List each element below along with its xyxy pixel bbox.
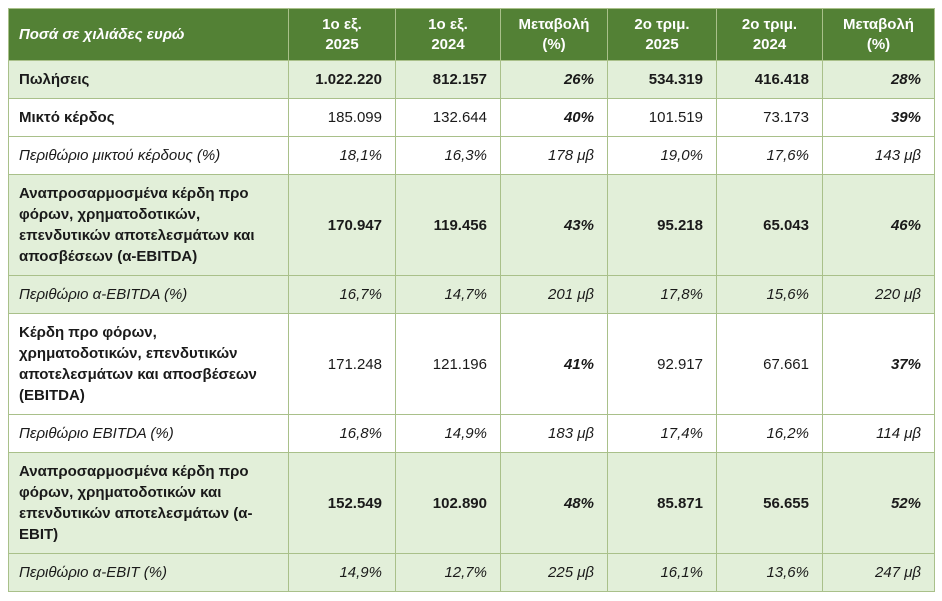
table-row: Περιθώριο EBITDA (%) 16,8% 14,9% 183 μβ 17,4…: [8, 414, 935, 453]
value-cell: 102.890: [395, 452, 501, 554]
value-cell: 92.917: [607, 313, 717, 415]
change-cell: 201 μβ: [500, 275, 608, 314]
header-cell-q2-2025: 2ο τριμ. 2025: [607, 8, 717, 61]
value-cell: 16,2%: [716, 414, 823, 453]
change-cell: 37%: [822, 313, 935, 415]
value-cell: 15,6%: [716, 275, 823, 314]
row-label: Πωλήσεις: [8, 60, 289, 99]
table-row: Μικτό κέρδος 185.099 132.644 40% 101.519 73.1…: [8, 98, 935, 137]
row-label: Κέρδη προ φόρων, χρηματοδοτικών, επενδυτ…: [8, 313, 289, 415]
change-cell: 183 μβ: [500, 414, 608, 453]
value-cell: 1.022.220: [288, 60, 396, 99]
value-cell: 85.871: [607, 452, 717, 554]
value-cell: 534.319: [607, 60, 717, 99]
table-row: Αναπροσαρμοσμένα κέρδη προ φόρων, χρηματ…: [8, 174, 935, 276]
header-row: Ποσά σε χιλιάδες ευρώ 1ο εξ. 2025 1ο εξ.…: [8, 8, 935, 61]
change-cell: 26%: [500, 60, 608, 99]
value-cell: 416.418: [716, 60, 823, 99]
change-cell: 41%: [500, 313, 608, 415]
value-cell: 119.456: [395, 174, 501, 276]
header-cell-change-q2: Μεταβολή (%): [822, 8, 935, 61]
value-cell: 73.173: [716, 98, 823, 137]
value-cell: 14,7%: [395, 275, 501, 314]
header-cell-amounts-label: Ποσά σε χιλιάδες ευρώ: [8, 8, 289, 61]
financial-results-table: Ποσά σε χιλιάδες ευρώ 1ο εξ. 2025 1ο εξ.…: [8, 8, 935, 592]
change-cell: 114 μβ: [822, 414, 935, 453]
header-cell-h1-2025: 1ο εξ. 2025: [288, 8, 396, 61]
value-cell: 17,6%: [716, 136, 823, 175]
change-cell: 143 μβ: [822, 136, 935, 175]
change-cell: 178 μβ: [500, 136, 608, 175]
change-cell: 225 μβ: [500, 553, 608, 592]
change-cell: 46%: [822, 174, 935, 276]
value-cell: 17,4%: [607, 414, 717, 453]
row-label: Αναπροσαρμοσμένα κέρδη προ φόρων, χρηματ…: [8, 174, 289, 276]
header-cell-q2-2024: 2ο τριμ. 2024: [716, 8, 823, 61]
row-label: Περιθώριο EBITDA (%): [8, 414, 289, 453]
value-cell: 67.661: [716, 313, 823, 415]
row-label: Περιθώριο α-EBITDA (%): [8, 275, 289, 314]
value-cell: 95.218: [607, 174, 717, 276]
value-cell: 185.099: [288, 98, 396, 137]
value-cell: 12,7%: [395, 553, 501, 592]
value-cell: 17,8%: [607, 275, 717, 314]
value-cell: 65.043: [716, 174, 823, 276]
table-row: Περιθώριο α-EBITDA (%) 16,7% 14,7% 201 μβ 17…: [8, 275, 935, 314]
row-label: Αναπροσαρμοσμένα κέρδη προ φόρων, χρηματ…: [8, 452, 289, 554]
table-header: Ποσά σε χιλιάδες ευρώ 1ο εξ. 2025 1ο εξ.…: [8, 8, 935, 61]
table-row: Περιθώριο α-EBIT (%) 14,9% 12,7% 225 μβ 16,1…: [8, 553, 935, 592]
change-cell: 220 μβ: [822, 275, 935, 314]
change-cell: 52%: [822, 452, 935, 554]
value-cell: 18,1%: [288, 136, 396, 175]
row-label: Περιθώριο μικτού κέρδους (%): [8, 136, 289, 175]
header-cell-change-h1: Μεταβολή (%): [500, 8, 608, 61]
value-cell: 121.196: [395, 313, 501, 415]
table-row: Πωλήσεις 1.022.220 812.157 26% 534.319 416.41…: [8, 60, 935, 99]
header-cell-h1-2024: 1ο εξ. 2024: [395, 8, 501, 61]
table-row: Αναπροσαρμοσμένα κέρδη προ φόρων, χρηματ…: [8, 452, 935, 554]
value-cell: 16,7%: [288, 275, 396, 314]
value-cell: 13,6%: [716, 553, 823, 592]
change-cell: 48%: [500, 452, 608, 554]
value-cell: 14,9%: [395, 414, 501, 453]
row-label: Μικτό κέρδος: [8, 98, 289, 137]
value-cell: 19,0%: [607, 136, 717, 175]
change-cell: 247 μβ: [822, 553, 935, 592]
row-label: Περιθώριο α-EBIT (%): [8, 553, 289, 592]
value-cell: 812.157: [395, 60, 501, 99]
table-body: Πωλήσεις 1.022.220 812.157 26% 534.319 416.41…: [8, 60, 935, 592]
change-cell: 39%: [822, 98, 935, 137]
value-cell: 14,9%: [288, 553, 396, 592]
change-cell: 43%: [500, 174, 608, 276]
value-cell: 101.519: [607, 98, 717, 137]
value-cell: 16,1%: [607, 553, 717, 592]
value-cell: 56.655: [716, 452, 823, 554]
change-cell: 28%: [822, 60, 935, 99]
value-cell: 132.644: [395, 98, 501, 137]
table-row: Κέρδη προ φόρων, χρηματοδοτικών, επενδυτ…: [8, 313, 935, 415]
change-cell: 40%: [500, 98, 608, 137]
table-row: Περιθώριο μικτού κέρδους (%) 18,1% 16,3% 17…: [8, 136, 935, 175]
value-cell: 16,3%: [395, 136, 501, 175]
value-cell: 170.947: [288, 174, 396, 276]
value-cell: 16,8%: [288, 414, 396, 453]
value-cell: 152.549: [288, 452, 396, 554]
value-cell: 171.248: [288, 313, 396, 415]
